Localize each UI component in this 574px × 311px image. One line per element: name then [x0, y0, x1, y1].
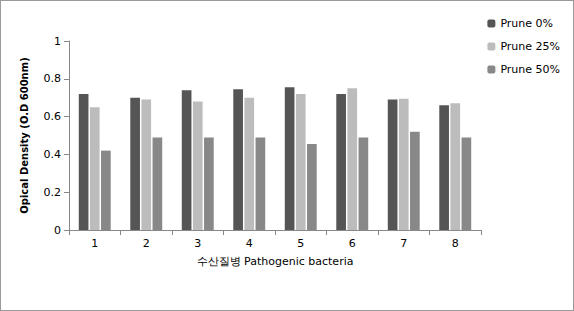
svg-text:0.8: 0.8	[44, 72, 62, 85]
svg-text:7: 7	[400, 237, 407, 250]
svg-text:2: 2	[143, 237, 150, 250]
svg-text:0.4: 0.4	[44, 148, 62, 161]
svg-text:6: 6	[349, 237, 356, 250]
svg-text:Prune 25%: Prune 25%	[500, 40, 560, 53]
svg-text:0: 0	[54, 224, 61, 237]
svg-text:수산질병 Pathogenic bacteria: 수산질병 Pathogenic bacteria	[197, 255, 354, 268]
svg-text:Prune 0%: Prune 0%	[500, 17, 553, 30]
svg-text:0.6: 0.6	[44, 110, 62, 123]
svg-text:8: 8	[452, 237, 459, 250]
svg-text:1: 1	[91, 237, 98, 250]
svg-text:5: 5	[297, 237, 304, 250]
svg-text:4: 4	[246, 237, 253, 250]
svg-text:Prune 50%: Prune 50%	[500, 63, 560, 76]
svg-text:Opical Density (O.D 600nm): Opical Density (O.D 600nm)	[19, 57, 30, 213]
svg-text:1: 1	[54, 35, 61, 48]
svg-text:0.2: 0.2	[44, 186, 62, 199]
svg-text:3: 3	[194, 237, 201, 250]
